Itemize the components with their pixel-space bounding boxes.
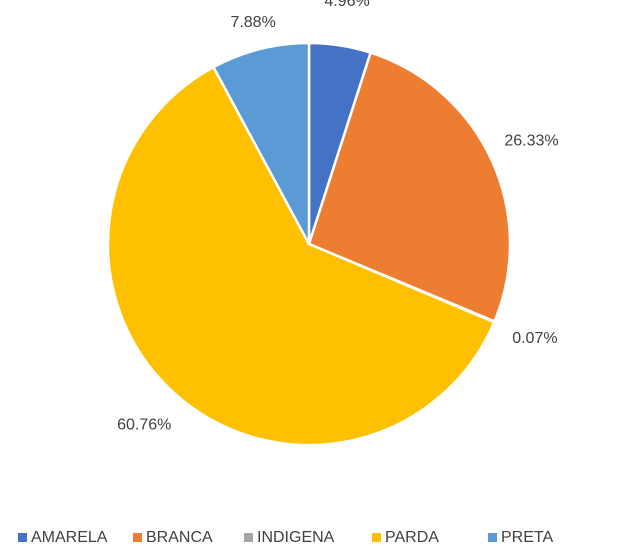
legend-label: INDIGENA bbox=[257, 529, 335, 546]
pie-slice bbox=[106, 65, 496, 447]
legend-label: BRANCA bbox=[146, 529, 213, 546]
legend-marker bbox=[372, 533, 381, 542]
legend-label: AMARELA bbox=[31, 529, 108, 546]
legend-label: PARDA bbox=[385, 529, 439, 546]
data-label: 0.07% bbox=[512, 330, 557, 347]
data-label: 26.33% bbox=[504, 133, 558, 150]
legend-marker bbox=[488, 533, 497, 542]
pie-slice bbox=[211, 41, 311, 245]
data-label: 60.76% bbox=[117, 417, 171, 434]
legend-marker bbox=[133, 533, 142, 542]
data-label: 4.96% bbox=[324, 0, 369, 10]
data-label: 7.88% bbox=[230, 14, 275, 31]
legend-label: PRETA bbox=[501, 529, 553, 546]
legend-marker bbox=[244, 533, 253, 542]
pie-slice bbox=[307, 51, 512, 324]
legend-marker bbox=[18, 533, 27, 542]
